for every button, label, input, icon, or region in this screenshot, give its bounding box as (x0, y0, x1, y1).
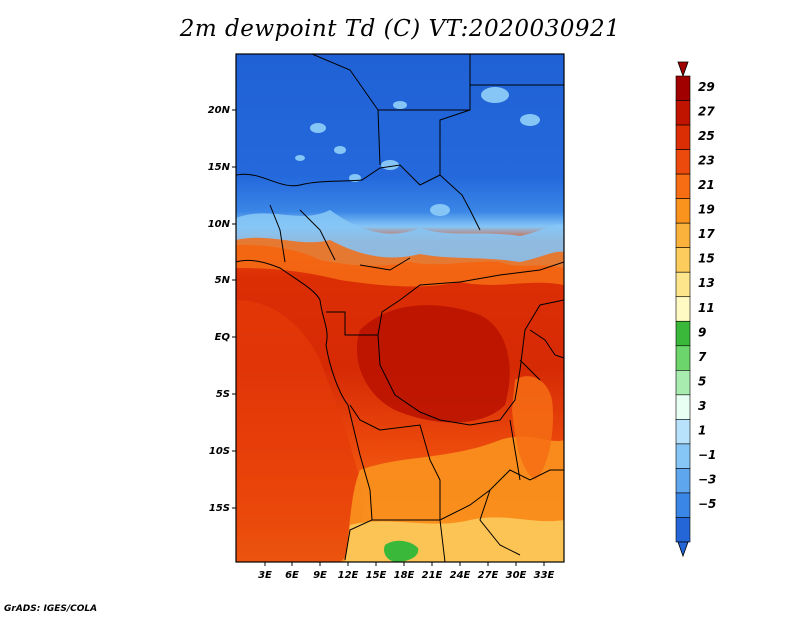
colorbar-over-triangle (677, 61, 689, 78)
x-tick-label: 27E (478, 570, 499, 581)
colorbar-segment (675, 296, 691, 322)
y-tick-label: 15N (208, 162, 231, 173)
colorbar-label: 3 (698, 399, 706, 413)
y-tick-label: 10N (208, 219, 231, 230)
colorbar-label: 5 (698, 374, 706, 388)
colorbar: 29 27 25 23 21 19 17 15 13 11 9 7 5 3 1 −1 −3 −5 (675, 61, 716, 558)
x-tick-label: 15E (366, 570, 387, 581)
x-tick-label: 21E (422, 570, 443, 581)
colorbar-label: 11 (698, 301, 715, 315)
east-highlands (512, 376, 554, 480)
colorbar-label: 1 (698, 423, 706, 437)
colorbar-segment (675, 370, 691, 396)
x-tick-label: 18E (394, 570, 415, 581)
colorbar-label: −5 (698, 497, 716, 511)
colorbar-segment (675, 320, 691, 347)
colorbar-segment (675, 271, 691, 298)
colorbar-segment (675, 419, 691, 445)
y-tick-label: 10S (209, 446, 230, 457)
map-plot-area (236, 54, 564, 562)
colorbar-label: 23 (698, 154, 715, 168)
colorbar-label: −3 (698, 472, 716, 486)
colorbar-segment (675, 517, 691, 543)
colorbar-label: 7 (698, 350, 707, 364)
y-tick-label: 20N (208, 105, 231, 116)
colorbar-label: 9 (698, 325, 706, 339)
colorbar-segment (675, 468, 691, 494)
colorbar-segment (675, 198, 691, 224)
colorbar-segment (675, 149, 691, 175)
x-tick-label: 33E (534, 570, 555, 581)
y-tick-label: 5N (215, 275, 231, 286)
colorbar-label: 19 (698, 203, 715, 217)
colorbar-segment (675, 345, 691, 371)
x-tick-label: 9E (313, 570, 327, 581)
colorbar-label: 27 (698, 105, 715, 119)
x-tick-label: 12E (338, 570, 359, 581)
x-tick-label: 30E (506, 570, 527, 581)
colorbar-segment (675, 173, 691, 199)
colorbar-labels: 29 27 25 23 21 19 17 15 13 11 9 7 5 3 1 −1 −3 −5 (698, 80, 716, 511)
southern-yellow-area (345, 517, 564, 562)
congo-basin-core (356, 305, 510, 423)
southern-green-spot (384, 540, 419, 562)
y-tick-label: EQ (215, 332, 231, 343)
y-tick-label: 5S (216, 389, 230, 400)
colorbar-segment (675, 124, 691, 150)
y-tick-label: 15S (209, 503, 230, 514)
colorbar-segment (675, 75, 691, 101)
colorbar-label: 13 (698, 276, 715, 290)
colorbar-segment (675, 100, 691, 126)
colorbar-segments (675, 75, 691, 543)
sahel-warm-fringe (236, 237, 564, 287)
colorbar-under-triangle (677, 541, 689, 558)
colorbar-segment (675, 443, 691, 469)
x-axis: 3E 6E 9E 12E 15E 18E 21E 24E 27E 30E 33E (258, 562, 555, 581)
atlantic-warm-area (236, 300, 364, 562)
colorbar-segment (675, 492, 691, 518)
colorbar-label: 25 (698, 129, 715, 143)
grads-credit: GrADS: IGES/COLA (4, 604, 98, 614)
x-tick-label: 24E (450, 570, 471, 581)
y-axis: 20N 15N 10N 5N EQ 5S 10S 15S (208, 105, 236, 514)
colorbar-segment (675, 222, 691, 248)
colorbar-label: 15 (698, 252, 715, 266)
map-frame (235, 53, 565, 563)
colorbar-label: 29 (698, 80, 715, 94)
x-tick-label: 3E (258, 570, 272, 581)
colorbar-label: 17 (698, 227, 715, 241)
chart-title: 2m dewpoint Td (C) VT:2020030921 (179, 16, 621, 42)
x-tick-label: 6E (285, 570, 299, 581)
colorbar-label: 21 (698, 178, 715, 192)
colorbar-segment (675, 247, 691, 273)
country-borders (236, 54, 564, 562)
colorbar-label: −1 (698, 448, 716, 462)
colorbar-segment (675, 394, 691, 420)
